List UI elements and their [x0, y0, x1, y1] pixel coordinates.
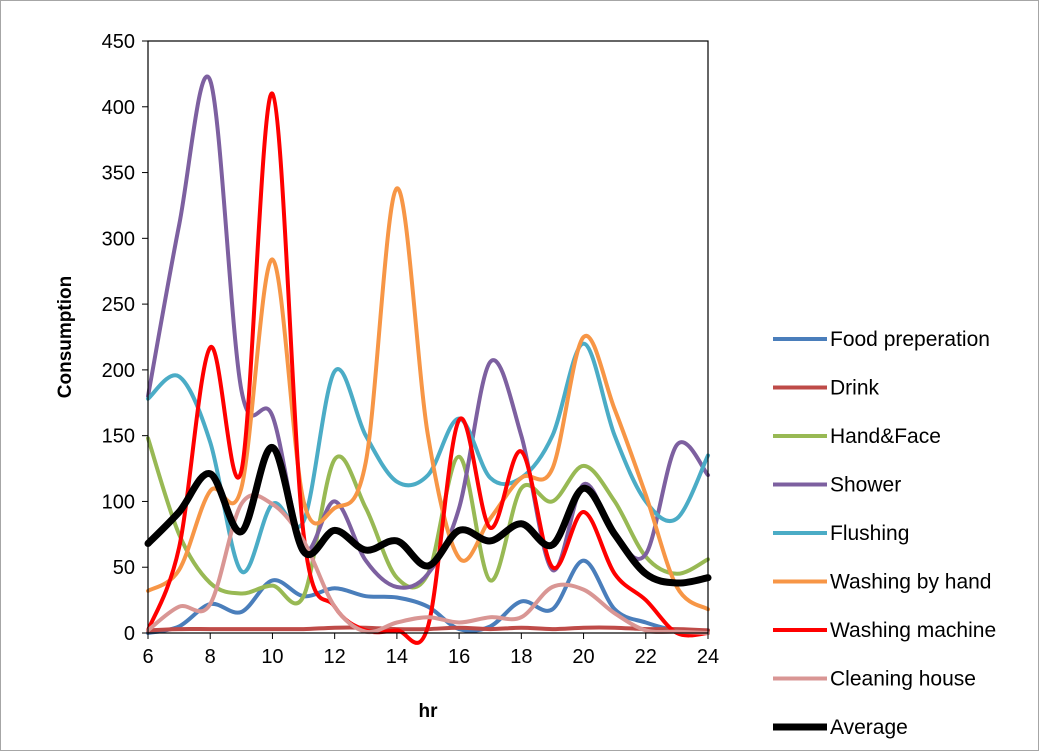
series-line-food-preperation	[146, 558, 710, 635]
legend-label-average: Average	[830, 716, 908, 739]
y-tick-label: 350	[102, 163, 135, 185]
x-tick-label: 8	[205, 646, 216, 668]
x-tick-label: 12	[324, 646, 346, 668]
x-tick-label: 14	[386, 646, 408, 668]
x-tick-label: 16	[448, 646, 470, 668]
y-axis-title: Consumption	[55, 276, 76, 398]
x-tick-label: 10	[261, 646, 283, 668]
series-line-flushing	[146, 341, 710, 575]
series-line-washing-by-hand	[146, 186, 710, 612]
y-tick-label: 300	[102, 228, 135, 250]
legend-label-food-preperation: Food preperation	[830, 328, 990, 351]
y-tick-label: 0	[124, 623, 135, 645]
x-tick-label: 22	[635, 646, 657, 668]
y-axis: 0 50 100 150 200 250 300 350 400 450	[102, 31, 148, 645]
y-tick-label: 50	[113, 557, 135, 579]
x-tick-label: 24	[697, 646, 719, 668]
y-tick-label: 250	[102, 294, 135, 316]
y-tick-label: 150	[102, 426, 135, 448]
legend-label-shower: Shower	[830, 474, 901, 497]
x-tick-label: 20	[572, 646, 594, 668]
legend-label-washing-by-hand: Washing by hand	[830, 571, 992, 594]
plot-area	[147, 40, 709, 634]
x-tick-label: 18	[510, 646, 532, 668]
series-line-average	[144, 443, 712, 587]
series-line-shower	[146, 74, 710, 590]
x-axis-title: hr	[419, 701, 439, 722]
y-tick-label: 450	[102, 31, 135, 53]
y-tick-label: 400	[102, 97, 135, 119]
series-line-washing-machine	[146, 91, 710, 645]
y-tick-label: 100	[102, 491, 135, 513]
legend-label-hand-face: Hand&Face	[830, 425, 941, 448]
legend-label-washing-machine: Washing machine	[830, 619, 996, 642]
legend-label-drink: Drink	[830, 377, 880, 400]
series-line-cleaning-house	[146, 493, 710, 635]
legend-label-cleaning-house: Cleaning house	[830, 668, 976, 691]
y-tick-label: 200	[102, 360, 135, 382]
series-layer	[144, 74, 712, 645]
legend-label-flushing: Flushing	[830, 522, 909, 545]
legend: Food preperation Drink Hand&Face Shower Flus…	[773, 328, 996, 739]
x-tick-label: 6	[142, 646, 153, 668]
x-axis: 6 8 10 12 14 16 18 20 22 24	[142, 633, 719, 668]
